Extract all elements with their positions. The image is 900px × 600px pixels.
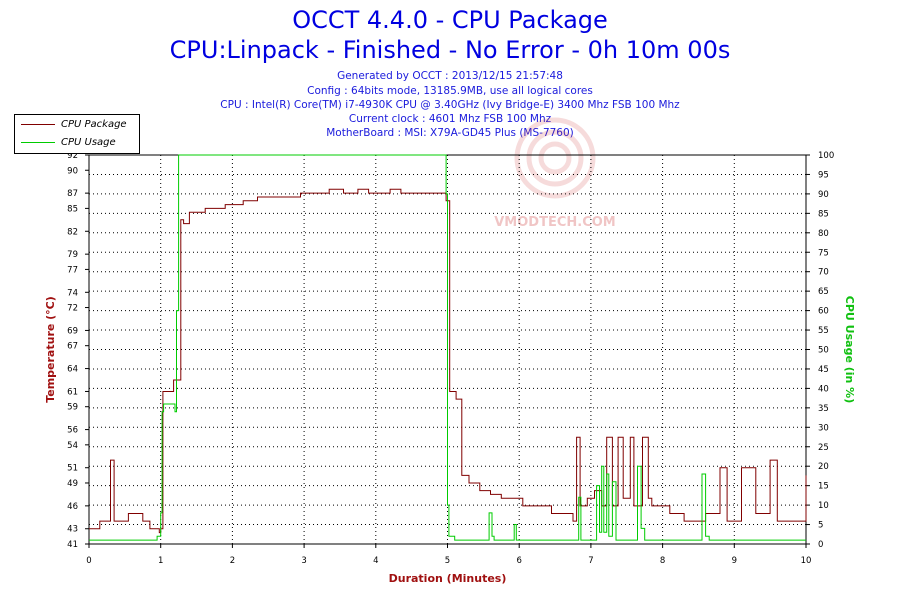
x-tick-label: 3 — [301, 556, 306, 566]
y-right-tick-label: 85 — [818, 209, 829, 219]
y-right-tick-label: 25 — [818, 443, 829, 453]
y-left-tick-label: 61 — [67, 387, 78, 397]
y-right-tick-label: 45 — [818, 365, 829, 375]
y-left-tick-label: 64 — [67, 365, 78, 375]
watermark-ring — [514, 117, 596, 199]
y-left-tick-label: 82 — [67, 227, 78, 237]
chart-legend: CPU Package CPU Usage — [14, 114, 140, 154]
y-left-tick-label: 87 — [67, 189, 78, 199]
y-left-tick-label: 49 — [67, 479, 78, 489]
info-clock: Current clock : 4601 Mhz FSB 100 Mhz — [348, 113, 552, 125]
x-tick-label: 7 — [588, 556, 593, 566]
y-left-tick-label: 92 — [67, 151, 78, 161]
x-tick-label: 6 — [516, 556, 521, 566]
x-tick-label: 1 — [158, 556, 163, 566]
x-tick-label: 8 — [660, 556, 665, 566]
y-left-tick-label: 46 — [67, 502, 78, 512]
watermark-text: VMODTECH.COM — [494, 215, 615, 230]
y-left-tick-label: 51 — [67, 464, 78, 474]
y-left-tick-label: 56 — [67, 426, 78, 436]
x-tick-label: 9 — [732, 556, 737, 566]
chart-title: OCCT 4.4.0 - CPU Package — [292, 6, 608, 34]
y-left-tick-label: 43 — [67, 525, 78, 535]
y-right-tick-label: 15 — [818, 482, 829, 492]
y-right-tick-label: 10 — [818, 501, 829, 511]
y-right-tick-label: 65 — [818, 287, 829, 297]
info-motherboard: MotherBoard : MSI: X79A-GD45 Plus (MS-77… — [326, 127, 574, 139]
y-right-tick-label: 0 — [818, 540, 823, 550]
y-right-tick-label: 75 — [818, 248, 829, 258]
y-right-tick-label: 80 — [818, 229, 829, 239]
y-right-tick-label: 20 — [818, 462, 829, 472]
y-left-tick-label: 67 — [67, 342, 78, 352]
y-right-tick-label: 35 — [818, 404, 829, 414]
y-left-tick-label: 77 — [67, 265, 78, 275]
legend-label-cpu-package: CPU Package — [61, 118, 127, 130]
legend-item-cpu-package: CPU Package — [21, 117, 127, 131]
watermark-logo — [514, 117, 596, 199]
y-right-tick-label: 95 — [818, 170, 829, 180]
legend-item-cpu-usage: CPU Usage — [21, 135, 116, 149]
y-left-tick-label: 59 — [67, 403, 78, 413]
series-line-cpu-package — [89, 188, 807, 534]
legend-swatch-cpu-package — [21, 123, 55, 125]
y-right-tick-label: 50 — [818, 346, 829, 356]
y-axis-label-right: CPU Usage (in %) — [843, 296, 856, 403]
y-left-tick-label: 69 — [67, 326, 78, 336]
x-tick-label: 10 — [801, 556, 812, 566]
x-tick-label: 5 — [445, 556, 450, 566]
watermark-ring — [526, 129, 584, 187]
y-left-tick-label: 72 — [67, 304, 78, 314]
y-right-tick-label: 100 — [818, 151, 834, 161]
y-left-tick-label: 74 — [67, 288, 78, 298]
y-left-tick-label: 54 — [67, 441, 78, 451]
y-right-tick-label: 90 — [818, 190, 829, 200]
y-right-tick-label: 30 — [818, 423, 829, 433]
info-config: Config : 64bits mode, 13185.9MB, use all… — [307, 85, 593, 97]
x-tick-label: 2 — [230, 556, 235, 566]
y-left-tick-label: 79 — [67, 250, 78, 260]
y-right-tick-label: 60 — [818, 307, 829, 317]
x-axis-label: Duration (Minutes) — [389, 572, 507, 585]
info-cpu: CPU : Intel(R) Core(TM) i7-4930K CPU @ 3… — [220, 99, 680, 111]
legend-label-cpu-usage: CPU Usage — [61, 136, 116, 148]
chart-subtitle: CPU:Linpack - Finished - No Error - 0h 1… — [169, 36, 731, 64]
series-line-cpu-usage — [89, 154, 806, 541]
y-right-tick-label: 40 — [818, 384, 829, 394]
y-left-tick-label: 41 — [67, 540, 78, 550]
y-right-tick-label: 55 — [818, 326, 829, 336]
y-left-tick-label: 90 — [67, 166, 78, 176]
x-tick-label: 0 — [86, 556, 91, 566]
x-tick-label: 4 — [373, 556, 378, 566]
y-right-tick-label: 70 — [818, 268, 829, 278]
y-right-tick-label: 5 — [818, 521, 823, 531]
watermark-ring — [538, 141, 572, 175]
legend-swatch-cpu-usage — [21, 141, 55, 143]
y-axis-label-left: Temperature (°C) — [44, 296, 57, 403]
y-left-tick-label: 85 — [67, 204, 78, 214]
info-generated: Generated by OCCT : 2013/12/15 21:57:48 — [337, 70, 563, 82]
